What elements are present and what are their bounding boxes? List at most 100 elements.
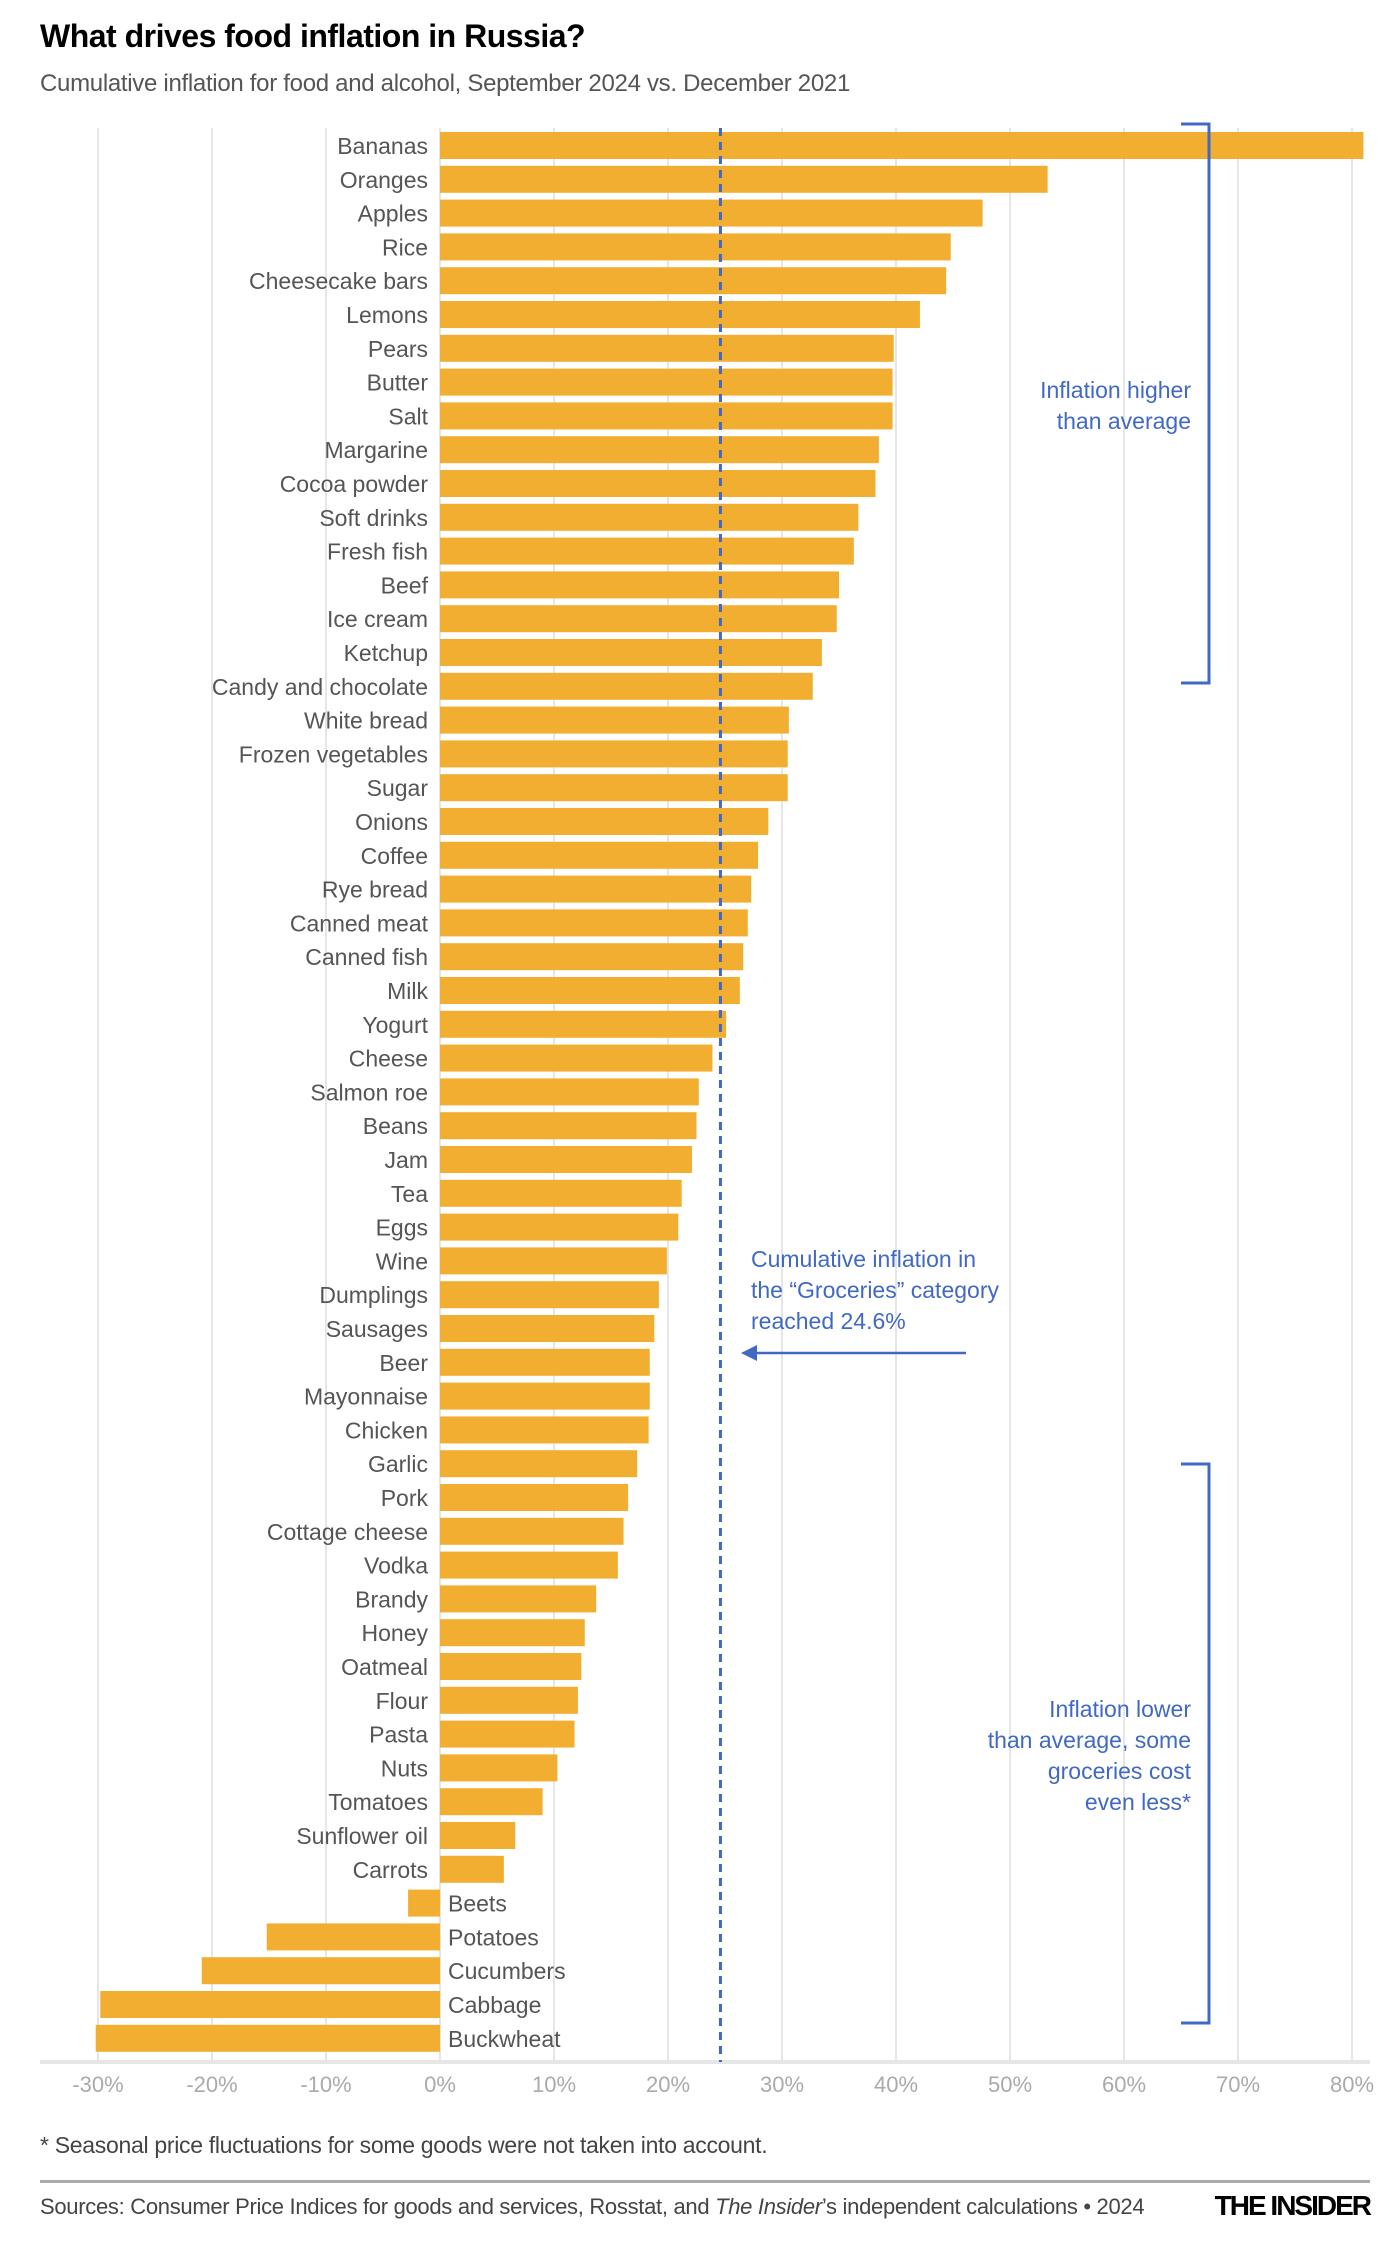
annotation-average: the “Groceries” category xyxy=(751,1277,999,1303)
category-label: Cottage cheese xyxy=(267,1519,428,1545)
x-tick-label: 70% xyxy=(1216,2072,1260,2097)
bar xyxy=(440,1078,699,1106)
category-label: Ice cream xyxy=(327,606,428,632)
bracket-higher xyxy=(1181,122,1211,685)
category-label: Cheesecake bars xyxy=(249,268,428,294)
category-label: Milk xyxy=(387,978,428,1004)
category-label: Salmon roe xyxy=(310,1079,428,1105)
bar xyxy=(95,2024,440,2052)
category-label: Cocoa powder xyxy=(280,471,429,497)
bar xyxy=(440,1010,727,1038)
sources: Sources: Consumer Price Indices for good… xyxy=(40,2194,1145,2220)
bar xyxy=(440,639,822,666)
annotation-average: Cumulative inflation in xyxy=(751,1246,976,1272)
category-label: Butter xyxy=(367,370,429,396)
bar xyxy=(440,1382,650,1410)
category-label: Eggs xyxy=(376,1215,428,1241)
category-label: Potatoes xyxy=(448,1924,539,1950)
bar xyxy=(440,1044,713,1072)
category-label: Mayonnaise xyxy=(304,1384,428,1410)
bar xyxy=(440,1517,624,1545)
bar xyxy=(440,1754,558,1782)
category-label: Cheese xyxy=(349,1046,428,1072)
category-label: Garlic xyxy=(368,1451,428,1477)
divider xyxy=(40,2180,1370,2183)
bar xyxy=(266,1923,440,1951)
bar xyxy=(440,233,951,261)
x-tick-label: 60% xyxy=(1102,2072,1146,2097)
category-label: Cucumbers xyxy=(448,1958,566,1984)
x-tick-label: 30% xyxy=(760,2072,804,2097)
category-label: Dumplings xyxy=(319,1282,428,1308)
category-label: Beans xyxy=(363,1113,428,1139)
bar xyxy=(440,165,1048,193)
category-label: Flour xyxy=(376,1688,429,1714)
category-label: Ketchup xyxy=(344,640,428,666)
bar xyxy=(440,740,788,768)
bar xyxy=(440,368,893,396)
arrow-head-icon xyxy=(741,1345,757,1361)
x-tick-label: -10% xyxy=(300,2072,351,2097)
bar xyxy=(440,301,920,328)
category-label: Lemons xyxy=(346,302,428,328)
bar xyxy=(440,875,752,903)
x-tick-label: 50% xyxy=(988,2072,1032,2097)
bar xyxy=(440,1112,697,1140)
bar xyxy=(440,132,1364,159)
category-label: Honey xyxy=(362,1620,429,1646)
category-label: Onions xyxy=(355,809,428,835)
x-tick-label: 10% xyxy=(532,2072,576,2097)
bar xyxy=(440,1619,585,1647)
x-tick-label: -30% xyxy=(72,2072,123,2097)
bar xyxy=(440,1213,679,1241)
bar xyxy=(440,672,813,700)
annotation-higher: than average xyxy=(1057,408,1191,434)
category-label: Salt xyxy=(388,403,428,429)
bar xyxy=(440,1450,638,1478)
bar xyxy=(440,267,947,295)
x-tick-label: 40% xyxy=(874,2072,918,2097)
bracket-lower xyxy=(1181,1462,1211,2025)
bar xyxy=(440,774,788,802)
category-label: Carrots xyxy=(353,1857,428,1883)
bar xyxy=(440,706,789,734)
category-label: Bananas xyxy=(337,133,428,159)
category-label: White bread xyxy=(304,708,428,734)
x-tick-label: 20% xyxy=(646,2072,690,2097)
category-label: Sunflower oil xyxy=(296,1823,428,1849)
x-tick-label: 80% xyxy=(1330,2072,1374,2097)
category-label: Apples xyxy=(358,201,428,227)
category-label: Oatmeal xyxy=(341,1654,428,1680)
bar xyxy=(440,1484,629,1511)
category-label: Canned meat xyxy=(290,910,429,936)
category-label: Brandy xyxy=(355,1586,428,1612)
annotation-average: reached 24.6% xyxy=(751,1308,906,1334)
footnote: * Seasonal price fluctuations for some g… xyxy=(40,2132,768,2158)
bar xyxy=(440,1822,516,1849)
category-label: Beef xyxy=(381,572,429,598)
category-label: Pasta xyxy=(369,1722,428,1748)
annotation-lower: even less* xyxy=(1085,1789,1191,1815)
sources-suffix: ’s independent calculations • 2024 xyxy=(821,2194,1145,2219)
bar xyxy=(440,1855,504,1883)
bar xyxy=(440,199,983,227)
category-label: Tomatoes xyxy=(328,1789,428,1815)
category-label: Frozen vegetables xyxy=(239,741,428,767)
bar xyxy=(440,402,893,430)
category-label: Coffee xyxy=(361,843,428,869)
category-label: Oranges xyxy=(340,167,428,193)
bar xyxy=(440,605,837,633)
bar xyxy=(440,1146,692,1173)
bar xyxy=(440,537,854,565)
category-label: Candy and chocolate xyxy=(212,674,428,700)
category-label: Nuts xyxy=(381,1755,428,1781)
annotation-lower: than average, some xyxy=(988,1727,1191,1753)
sources-prefix: Sources: Consumer Price Indices for good… xyxy=(40,2194,716,2219)
bar xyxy=(440,1281,659,1309)
chart-subtitle: Cumulative inflation for food and alcoho… xyxy=(40,70,850,97)
bar xyxy=(440,571,839,599)
category-label: Sugar xyxy=(367,775,429,801)
category-label: Jam xyxy=(385,1147,428,1173)
annotation-higher: Inflation higher xyxy=(1040,377,1191,403)
